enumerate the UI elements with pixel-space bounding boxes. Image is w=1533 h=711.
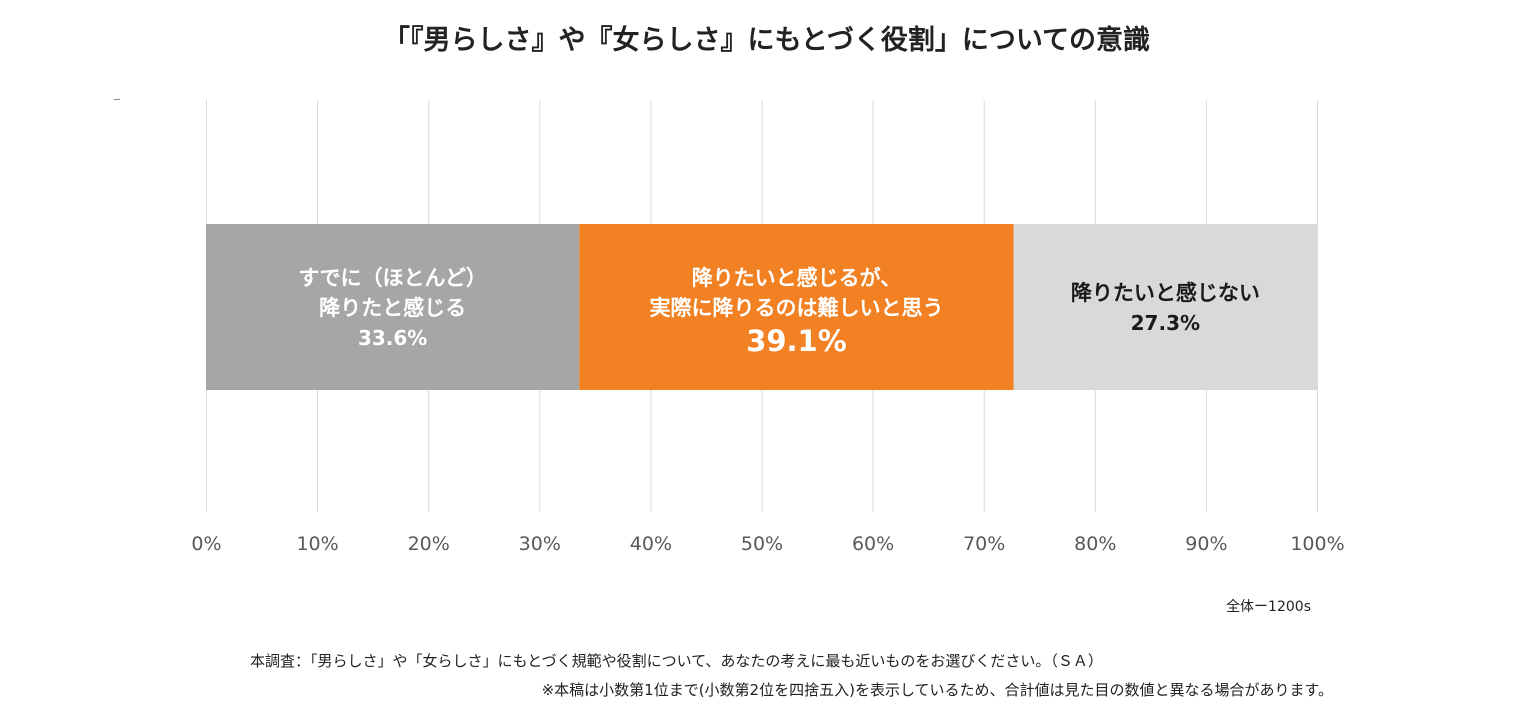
x-tick-label: 0% bbox=[191, 533, 221, 555]
x-tick-label: 60% bbox=[852, 533, 894, 555]
x-tick-label: 70% bbox=[963, 533, 1005, 555]
sample-size: 全体ー1200s bbox=[1226, 599, 1311, 615]
rounding-note: ※本稿は小数第1位まで(小数第2位を四捨五入)を表示しているため、合計値は見た目… bbox=[541, 681, 1333, 699]
segment-value-label: 33.6% bbox=[358, 326, 427, 350]
bar-segments: すでに（ほとんど） 降りたと感じる 33.6% 降りたいと感じるが、実際に降りるのは難… bbox=[206, 224, 1317, 390]
x-tick-label: 10% bbox=[296, 533, 338, 555]
x-tick-label: 20% bbox=[408, 533, 450, 555]
decorative-dash bbox=[114, 99, 120, 100]
chart-title: 「『男らしさ』や『女らしさ』にもとづく役割」についての意識 bbox=[382, 25, 1151, 56]
segment-label-line: すでに（ほとんど） bbox=[298, 266, 487, 290]
segment-label-line: 降りたいと感じない bbox=[1071, 281, 1260, 305]
segment-label-line: 降りたと感じる bbox=[319, 296, 466, 320]
x-tick-label: 90% bbox=[1185, 533, 1227, 555]
bar-segment-2 bbox=[579, 224, 1014, 390]
survey-question-note: 本調査：「男らしさ」や「女らしさ」にもとづく規範や役割について、あなたの考えに最… bbox=[250, 652, 1103, 670]
segment-value-label: 27.3% bbox=[1131, 311, 1200, 335]
x-tick-label: 40% bbox=[630, 533, 672, 555]
x-tick-label: 50% bbox=[741, 533, 783, 555]
segment-label-line: 実際に降りるのは難しいと思う bbox=[649, 296, 943, 320]
segment-label-line: 降りたいと感じるが、 bbox=[692, 266, 902, 290]
x-axis-ticks: 0% 10% 20% 30% 40% 50% 60% 70% 80% 90% 100% bbox=[191, 533, 1344, 555]
x-tick-label: 80% bbox=[1074, 533, 1116, 555]
x-tick-label: 30% bbox=[519, 533, 561, 555]
bar-segment-3 bbox=[1013, 224, 1317, 390]
x-tick-label: 100% bbox=[1290, 533, 1344, 555]
segment-value-label: 39.1% bbox=[746, 324, 847, 358]
bar-segment-1 bbox=[206, 224, 580, 390]
